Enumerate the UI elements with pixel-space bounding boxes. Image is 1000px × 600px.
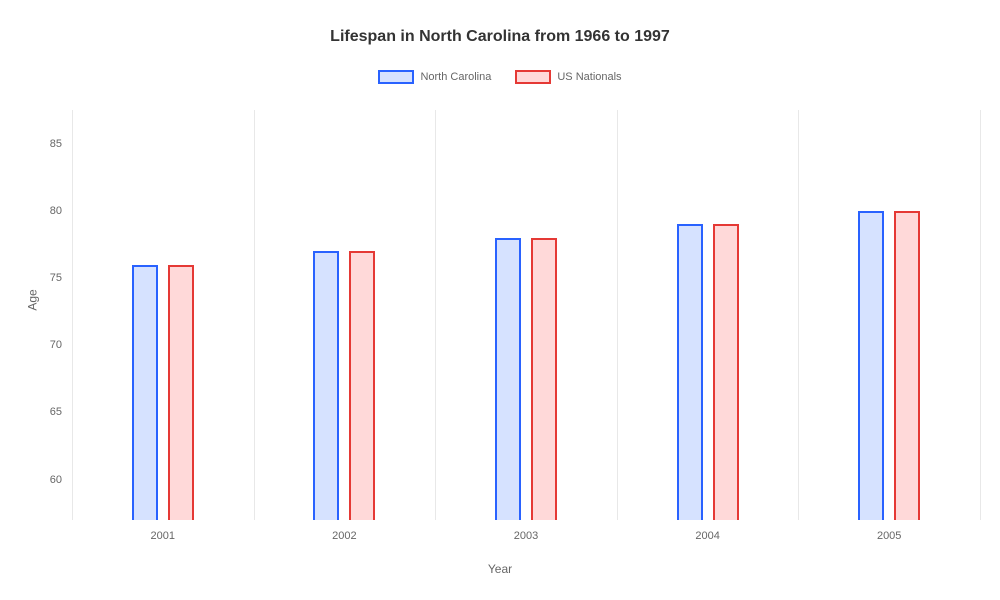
bar-north-carolina (495, 238, 521, 520)
bar-us-nationals (349, 251, 375, 520)
y-tick-label: 75 (50, 272, 62, 284)
x-tick-label: 2002 (332, 530, 356, 542)
x-tick-label: 2003 (514, 530, 538, 542)
bar-north-carolina (858, 211, 884, 520)
x-tick-label: 2005 (877, 530, 901, 542)
x-tick-label: 2004 (695, 530, 719, 542)
bar-north-carolina (313, 251, 339, 520)
y-tick-label: 85 (50, 138, 62, 150)
x-axis-title: Year (488, 562, 512, 576)
grid-line-vertical (72, 110, 73, 520)
chart-container: Lifespan in North Carolina from 1966 to … (0, 0, 1000, 600)
x-tick-label: 2001 (151, 530, 175, 542)
grid-line-vertical (435, 110, 436, 520)
legend-item-north-carolina: North Carolina (378, 70, 491, 84)
chart-title: Lifespan in North Carolina from 1966 to … (0, 0, 1000, 46)
bar-us-nationals (531, 238, 557, 520)
bar-north-carolina (677, 224, 703, 520)
bar-us-nationals (168, 265, 194, 520)
legend-swatch-north-carolina (378, 70, 414, 84)
grid-line-vertical (980, 110, 981, 520)
grid-line-vertical (798, 110, 799, 520)
grid-line-vertical (254, 110, 255, 520)
grid-line-vertical (617, 110, 618, 520)
y-tick-label: 65 (50, 406, 62, 418)
bar-us-nationals (894, 211, 920, 520)
legend-item-us-nationals: US Nationals (515, 70, 621, 84)
y-tick-label: 60 (50, 474, 62, 486)
plot-area: 60657075808520012002200320042005 (72, 110, 980, 520)
y-tick-label: 70 (50, 339, 62, 351)
bar-us-nationals (713, 224, 739, 520)
legend: North Carolina US Nationals (0, 70, 1000, 84)
legend-label-north-carolina: North Carolina (420, 71, 491, 83)
y-axis-title: Age (26, 289, 40, 310)
bar-north-carolina (132, 265, 158, 520)
legend-label-us-nationals: US Nationals (557, 71, 621, 83)
y-tick-label: 80 (50, 205, 62, 217)
legend-swatch-us-nationals (515, 70, 551, 84)
